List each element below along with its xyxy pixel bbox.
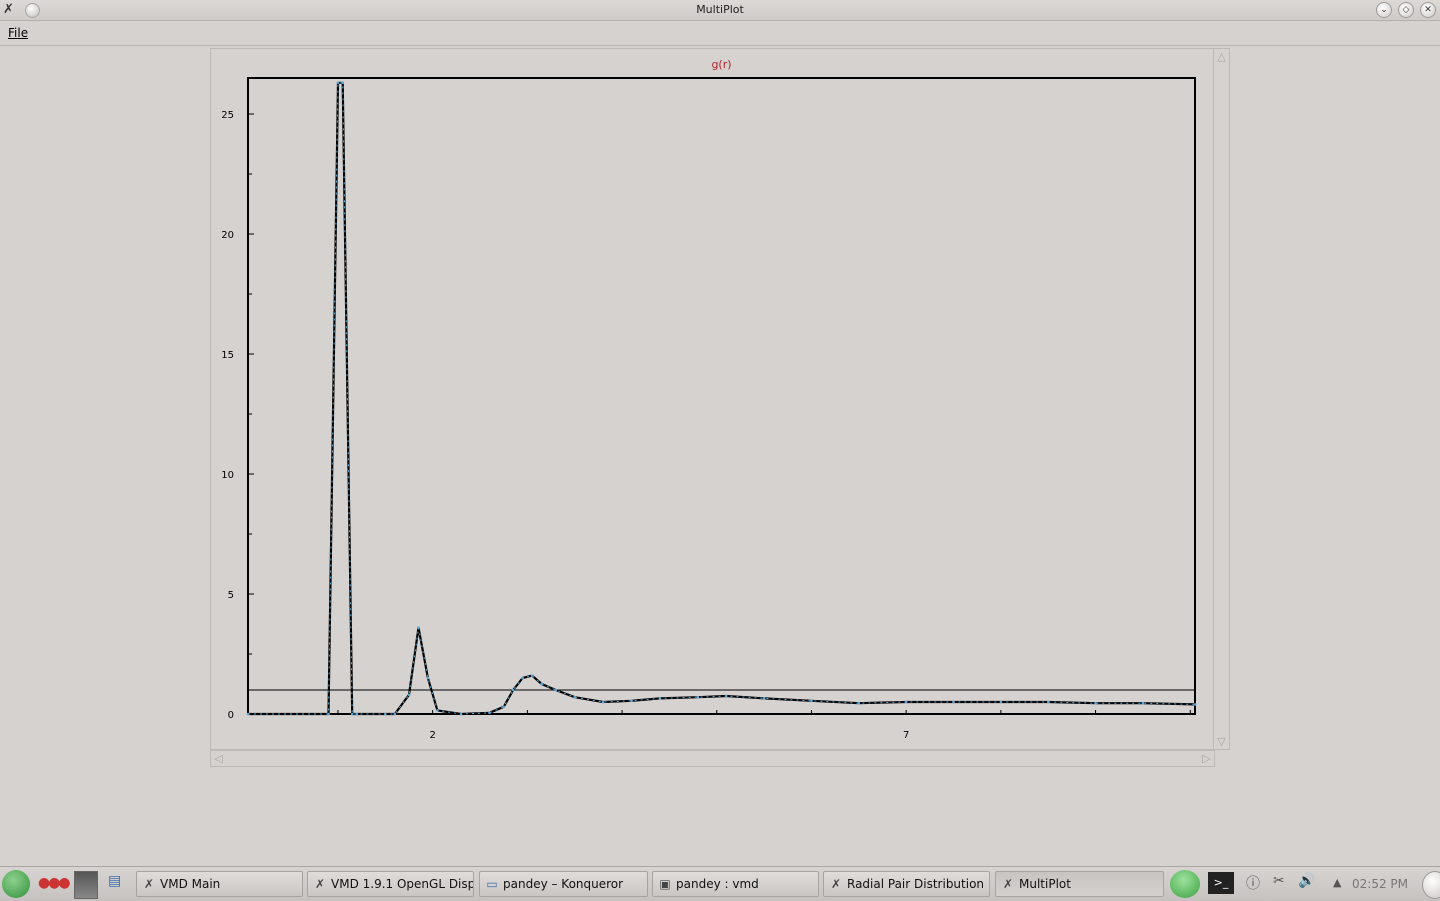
window-title: MultiPlot — [696, 3, 744, 16]
data-point — [1094, 701, 1097, 705]
chart: g(r) 0 5 10 15 20 25 2 7 — [221, 58, 1197, 741]
y-tick-label: 10 — [221, 470, 234, 481]
data-point — [857, 701, 861, 705]
clock: 02:52 PM — [1352, 877, 1408, 891]
data-point — [341, 81, 344, 85]
task-radial-pair[interactable]: ✗Radial Pair Distribution Function — [823, 871, 990, 897]
task-konqueror[interactable]: ▭ pandey – Konqueror — [479, 871, 648, 897]
activities-icon[interactable]: ●●● — [38, 875, 71, 891]
vmd-icon: ✗ — [143, 877, 155, 891]
task-terminal[interactable]: ▣ pandey : vmd — [652, 871, 819, 897]
data-point — [1141, 701, 1145, 705]
data-point — [904, 700, 908, 704]
tray-expand-icon[interactable]: ▲ — [1333, 876, 1342, 889]
data-point — [630, 699, 633, 703]
data-point — [350, 712, 354, 716]
show-desktop-icon[interactable] — [1422, 871, 1440, 899]
app-icon[interactable]: ✗ — [3, 2, 14, 17]
data-point — [393, 712, 397, 716]
info-icon[interactable]: ⓘ — [1246, 876, 1260, 892]
minimize-button[interactable]: ⌄ — [1376, 2, 1392, 18]
x-tick-label: 2 — [429, 730, 435, 741]
data-point — [573, 695, 577, 699]
series-marker-trace — [248, 82, 1196, 715]
vmd-icon: ✗ — [314, 877, 326, 891]
data-point — [554, 688, 558, 692]
start-menu-icon[interactable] — [2, 870, 30, 898]
data-point — [540, 682, 543, 686]
data-point — [355, 712, 359, 716]
x-tick-label: 7 — [903, 730, 909, 741]
scroll-right-arrow[interactable]: ▷ — [1202, 752, 1211, 765]
data-point — [459, 712, 463, 716]
vertical-scrollbar[interactable]: △ ▽ — [1213, 48, 1230, 750]
desktop-icon[interactable] — [74, 871, 98, 899]
folder-icon: ▭ — [486, 877, 498, 891]
data-point — [601, 700, 605, 704]
data-point — [810, 699, 813, 703]
data-point — [488, 711, 491, 715]
y-tick-label: 0 — [228, 710, 234, 721]
data-point — [1193, 703, 1197, 706]
volume-icon[interactable]: 🔊 — [1298, 873, 1316, 889]
data-point — [1046, 700, 1050, 704]
data-point — [502, 705, 505, 709]
maximize-button[interactable]: ◇ — [1398, 2, 1414, 18]
data-point — [999, 700, 1003, 704]
y-tick-label: 20 — [221, 230, 234, 241]
horizontal-scrollbar[interactable]: ◁ ▷ — [210, 750, 1215, 767]
data-point — [407, 693, 411, 697]
data-point — [724, 694, 728, 698]
scroll-up-arrow[interactable]: △ — [1217, 50, 1226, 63]
plot-area-border — [247, 77, 1196, 715]
menu-file[interactable]: File — [8, 26, 29, 40]
data-point — [952, 700, 955, 704]
series-line — [248, 81, 1196, 716]
data-point — [417, 626, 420, 629]
data-point — [246, 712, 250, 716]
data-point — [511, 688, 515, 692]
y-tick-label: 25 — [221, 110, 234, 121]
data-point — [436, 709, 439, 712]
menu-bar: File — [0, 21, 1440, 46]
data-point — [521, 676, 524, 680]
task-vmd-opengl[interactable]: ✗VMD 1.9.1 OpenGL Display — [307, 871, 474, 897]
data-point — [426, 676, 430, 680]
data-point — [762, 697, 766, 700]
scroll-down-arrow[interactable]: ▽ — [1217, 735, 1226, 748]
plot-canvas: g(r) 0 5 10 15 20 25 2 7 — [210, 48, 1215, 750]
task-multiplot[interactable]: ✗ MultiPlot — [995, 871, 1164, 897]
task-vmd-main[interactable]: ✗ VMD Main — [136, 871, 303, 897]
terminal-icon: ▣ — [659, 877, 671, 891]
title-bar: ✗ MultiPlot ⌄ ◇ ✕ — [0, 0, 1440, 21]
y-tick-label: 5 — [228, 590, 234, 601]
network-icon[interactable] — [1170, 870, 1200, 898]
scissors-icon[interactable]: ✂ — [1273, 873, 1285, 889]
data-point — [336, 81, 340, 85]
scroll-left-arrow[interactable]: ◁ — [214, 752, 223, 765]
data-point — [696, 695, 700, 699]
close-button[interactable]: ✕ — [1420, 2, 1436, 18]
y-tick-label: 15 — [221, 350, 234, 361]
terminal-launcher-icon[interactable]: >_ — [1208, 872, 1234, 894]
taskbar: ●●● ▤ ✗VMD Main ✗VMD 1.9.1 OpenGL Displa… — [0, 866, 1440, 901]
vmd-icon: ✗ — [1002, 877, 1014, 891]
data-point — [384, 712, 387, 716]
data-point — [658, 697, 662, 700]
data-point — [530, 674, 534, 677]
window-menu-button[interactable] — [25, 3, 40, 18]
chart-title: g(r) — [711, 58, 731, 71]
data-point — [327, 712, 330, 716]
vmd-icon: ✗ — [830, 877, 842, 891]
file-manager-icon[interactable]: ▤ — [108, 873, 122, 889]
